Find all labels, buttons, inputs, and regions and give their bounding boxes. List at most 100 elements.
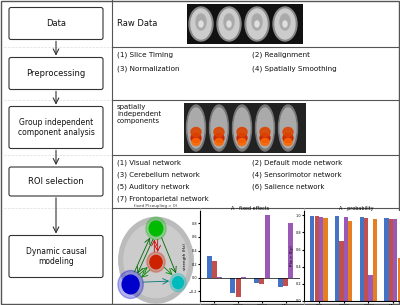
Ellipse shape (234, 108, 250, 148)
Text: (1) Slice Timing: (1) Slice Timing (117, 52, 173, 59)
FancyBboxPatch shape (9, 8, 103, 40)
Ellipse shape (237, 127, 247, 137)
Bar (324, 218, 328, 301)
FancyBboxPatch shape (9, 58, 103, 89)
Bar (310, 216, 314, 301)
Circle shape (150, 255, 162, 269)
Bar (368, 275, 373, 301)
Bar (335, 216, 339, 301)
Ellipse shape (214, 134, 224, 142)
Ellipse shape (227, 21, 231, 27)
Title: A - fixed effects: A - fixed effects (231, 206, 269, 211)
Text: (2) Default mode network: (2) Default mode network (252, 159, 342, 166)
Ellipse shape (196, 14, 206, 30)
Bar (278, 278, 283, 287)
Ellipse shape (255, 21, 259, 27)
Circle shape (172, 277, 184, 289)
Text: (3) Normalization: (3) Normalization (117, 65, 180, 71)
Ellipse shape (247, 9, 267, 39)
Bar (288, 223, 294, 278)
Ellipse shape (273, 7, 297, 41)
Ellipse shape (284, 138, 292, 145)
Bar (319, 217, 323, 301)
Ellipse shape (280, 14, 290, 30)
Text: (2) Realignment: (2) Realignment (252, 52, 310, 59)
Bar (206, 256, 212, 278)
Bar (360, 217, 364, 301)
Text: Dynamic causal
modeling: Dynamic causal modeling (26, 247, 86, 266)
Ellipse shape (191, 127, 201, 137)
Ellipse shape (256, 105, 274, 151)
Text: Preprocessing: Preprocessing (26, 69, 86, 78)
Text: Group independent
component analysis: Group independent component analysis (18, 118, 94, 137)
Ellipse shape (211, 108, 227, 148)
Circle shape (170, 274, 186, 292)
Bar (265, 215, 270, 278)
Bar (393, 219, 398, 301)
Bar (212, 261, 217, 278)
Ellipse shape (257, 108, 273, 148)
Bar (241, 277, 246, 278)
Ellipse shape (199, 21, 203, 27)
Ellipse shape (238, 138, 246, 145)
Ellipse shape (278, 105, 298, 151)
Title: A - probability: A - probability (339, 206, 373, 211)
Ellipse shape (214, 127, 224, 137)
Ellipse shape (260, 134, 270, 142)
Title: fixed P(coupling > 0): fixed P(coupling > 0) (134, 204, 178, 208)
Bar (398, 258, 400, 301)
Bar (384, 218, 388, 301)
Text: (7) Frontoparietal network: (7) Frontoparietal network (117, 195, 209, 202)
Ellipse shape (191, 9, 211, 39)
Circle shape (118, 271, 143, 299)
Text: (5) Auditory network: (5) Auditory network (117, 183, 190, 189)
Circle shape (122, 275, 139, 294)
Ellipse shape (124, 223, 188, 298)
Bar (339, 241, 344, 301)
Bar (230, 278, 235, 293)
FancyBboxPatch shape (9, 235, 103, 278)
Ellipse shape (275, 9, 295, 39)
Ellipse shape (119, 217, 193, 303)
Bar (364, 218, 368, 301)
Y-axis label: P(a > 0|y): P(a > 0|y) (290, 246, 294, 266)
Ellipse shape (215, 138, 223, 145)
Ellipse shape (283, 21, 287, 27)
Ellipse shape (237, 134, 247, 142)
Ellipse shape (283, 127, 293, 137)
Bar (348, 221, 352, 301)
Ellipse shape (189, 7, 213, 41)
Ellipse shape (260, 127, 270, 137)
Text: (3) Cerebellum network: (3) Cerebellum network (117, 171, 200, 178)
Bar (344, 217, 348, 301)
Text: ROI selection: ROI selection (28, 177, 84, 186)
Ellipse shape (219, 9, 239, 39)
Circle shape (149, 221, 163, 236)
Bar (314, 216, 319, 301)
Text: Raw Data: Raw Data (117, 19, 157, 27)
Bar (184, 103, 306, 153)
Bar (260, 278, 264, 284)
Text: (1) Visual network: (1) Visual network (117, 159, 181, 166)
Ellipse shape (188, 108, 204, 148)
Ellipse shape (210, 105, 228, 151)
Bar (283, 278, 288, 286)
Bar (254, 278, 259, 283)
Ellipse shape (224, 14, 234, 30)
Ellipse shape (217, 7, 241, 41)
Bar (389, 219, 393, 301)
Circle shape (147, 252, 165, 272)
Ellipse shape (192, 138, 200, 145)
Bar (187, 4, 303, 44)
Ellipse shape (186, 105, 206, 151)
Circle shape (146, 217, 166, 240)
Ellipse shape (191, 134, 201, 142)
Text: Data: Data (46, 19, 66, 28)
Ellipse shape (245, 7, 269, 41)
Bar (217, 277, 222, 278)
Y-axis label: strength (Hz): strength (Hz) (183, 242, 187, 270)
Ellipse shape (261, 138, 269, 145)
FancyBboxPatch shape (9, 167, 103, 196)
Ellipse shape (283, 134, 293, 142)
Text: (4) Sensorimotor network: (4) Sensorimotor network (252, 171, 342, 178)
